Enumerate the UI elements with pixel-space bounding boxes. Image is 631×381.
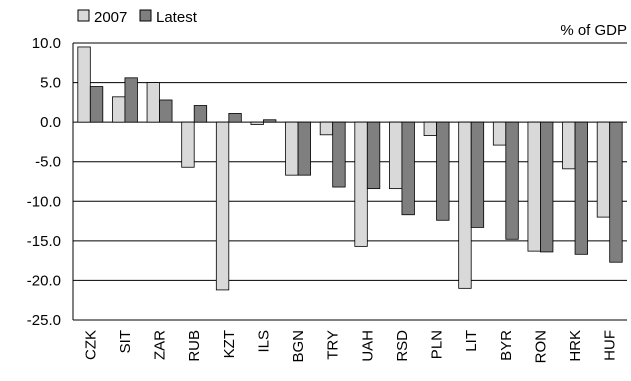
bar-latest-byr	[505, 121, 519, 240]
bar-2007-czk	[77, 46, 91, 123]
legend: 2007 Latest	[77, 9, 198, 26]
y-tick-label: 5.0	[40, 75, 61, 92]
bar-latest-hrk	[574, 121, 588, 255]
bar-latest-lit	[470, 121, 485, 228]
legend-label-2007: 2007	[94, 9, 127, 26]
category-label-kzt: KZT	[221, 330, 238, 358]
category-label-try: TRY	[325, 330, 342, 360]
bar-latest-rsd	[401, 121, 415, 216]
category-label-czk: CZK	[82, 330, 99, 360]
y-tick-label: 0.0	[40, 114, 61, 131]
bar-2007-try	[319, 121, 334, 136]
y-tick-label: -5.0	[35, 154, 61, 171]
bars	[77, 46, 623, 291]
bar-2007-ils	[250, 121, 264, 125]
legend-swatch-2007	[77, 9, 90, 22]
y-tick-label: -10.0	[27, 193, 61, 210]
category-label-hrk: HRK	[567, 330, 584, 362]
bar-2007-huf	[596, 121, 611, 218]
bar-latest-uah	[366, 121, 381, 190]
bar-latest-kzt	[228, 113, 242, 123]
category-label-huf: HUF	[602, 330, 619, 361]
category-label-byr: BYR	[498, 330, 515, 361]
bar-2007-bgn	[285, 121, 299, 176]
bar-2007-rub	[181, 121, 195, 168]
bar-2007-uah	[354, 121, 368, 247]
unit-label: % of GDP	[560, 22, 627, 39]
category-label-lit: LIT	[463, 330, 480, 352]
category-label-sit: SIT	[117, 330, 134, 353]
bar-2007-zar	[146, 82, 160, 123]
y-tick-label: -25.0	[27, 312, 61, 329]
y-tick-label: -15.0	[27, 233, 61, 250]
legend-swatch-latest	[139, 9, 152, 22]
category-label-ils: ILS	[255, 330, 272, 353]
category-labels: CZK SIT ZAR RUB KZT ILS BGN TRY UAH RSD PLN LIT BYR R…	[82, 330, 618, 364]
bar-2007-pln	[423, 121, 437, 136]
bar-2007-lit	[458, 121, 472, 289]
category-label-zar: ZAR	[152, 330, 169, 360]
bar-latest-pln	[436, 121, 450, 221]
bar-latest-bgn	[297, 121, 311, 176]
bar-2007-rsd	[389, 121, 403, 190]
bar-2007-hrk	[562, 121, 576, 170]
bar-latest-huf	[609, 121, 623, 263]
legend-label-latest: Latest	[156, 9, 198, 26]
category-label-rsd: RSD	[394, 330, 411, 362]
category-label-rub: RUB	[186, 330, 203, 362]
bar-latest-zar	[159, 99, 173, 123]
y-tick-label: 10.0	[32, 35, 61, 52]
bar-2007-sit	[112, 96, 126, 123]
y-tick-label: -20.0	[27, 272, 61, 289]
bar-latest-czk	[89, 86, 104, 123]
bar-latest-try	[332, 121, 346, 188]
category-label-ron: RON	[532, 330, 549, 363]
category-label-uah: UAH	[359, 330, 376, 362]
category-label-pln: PLN	[429, 330, 446, 359]
bar-2007-ron	[527, 121, 541, 252]
bar-2007-byr	[492, 121, 507, 146]
bar-latest-rub	[193, 105, 208, 123]
bar-latest-ron	[540, 121, 554, 253]
y-axis-tick-labels: 10.0 5.0 0.0 -5.0 -10.0 -15.0 -20.0 -25.0	[27, 35, 61, 329]
bar-latest-sit	[124, 77, 138, 123]
category-label-bgn: BGN	[290, 330, 307, 363]
bar-latest-ils	[263, 119, 277, 123]
bar-2007-kzt	[215, 121, 230, 291]
